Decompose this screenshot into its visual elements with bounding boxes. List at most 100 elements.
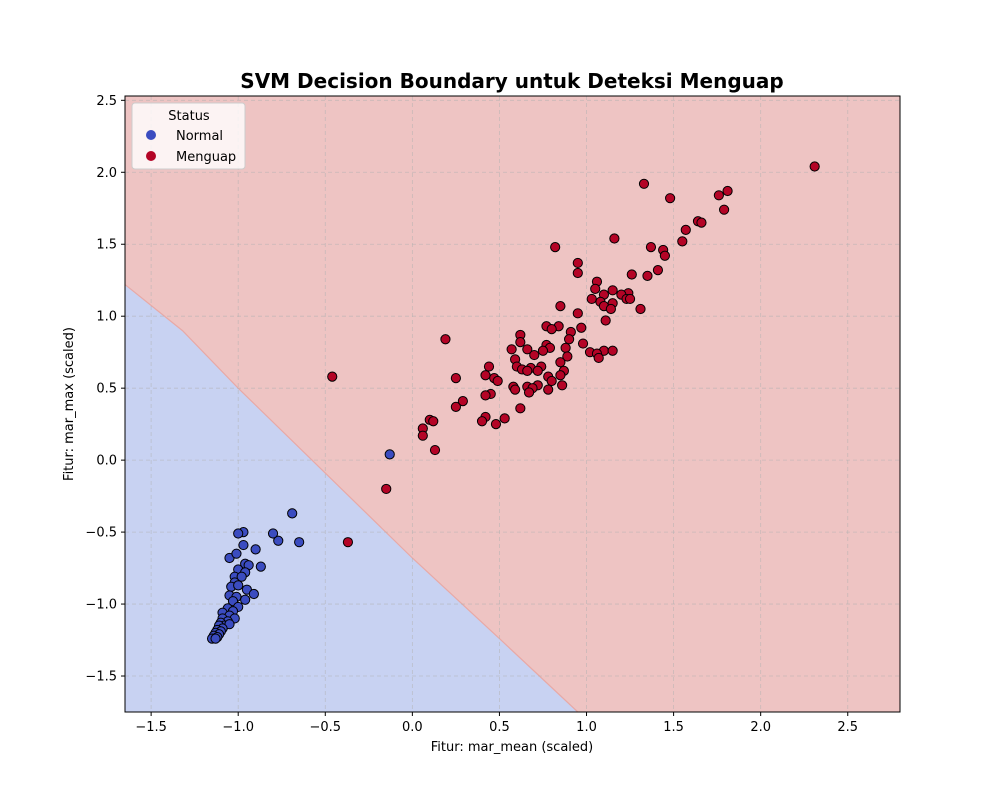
point-menguap — [476, 416, 488, 427]
point-menguap — [713, 190, 724, 201]
point-normal — [236, 571, 247, 582]
point-menguap — [532, 365, 543, 376]
point-menguap — [560, 342, 571, 353]
point-menguap — [480, 390, 491, 401]
point-menguap — [576, 322, 587, 333]
point-menguap — [428, 416, 439, 427]
point-menguap — [546, 375, 557, 387]
point-menguap — [572, 267, 583, 279]
y-tick-label: 1.5 — [96, 238, 117, 253]
x-axis: −1.5 −1.0 −0.5 0.0 0.5 1.0 1.5 2.0 2.5 — [135, 712, 858, 735]
point-normal — [233, 528, 244, 539]
point-menguap — [624, 293, 636, 305]
legend-marker-normal — [146, 130, 156, 140]
point-menguap — [429, 444, 441, 456]
point-menguap — [659, 250, 670, 261]
point-menguap — [342, 537, 354, 548]
point-normal — [273, 535, 284, 546]
point-menguap — [593, 352, 604, 364]
point-menguap — [607, 345, 618, 356]
point-menguap — [523, 387, 535, 398]
point-menguap — [492, 375, 503, 387]
point-menguap — [665, 193, 676, 204]
point-normal — [210, 633, 221, 644]
x-tick-label: 1.0 — [576, 720, 597, 735]
point-menguap — [417, 430, 428, 441]
point-menguap — [680, 224, 691, 235]
point-menguap — [564, 334, 575, 345]
point-menguap — [457, 396, 468, 407]
point-menguap — [677, 236, 688, 247]
y-tick-label: 2.5 — [96, 94, 117, 109]
point-menguap — [809, 161, 820, 172]
point-menguap — [522, 344, 533, 355]
x-tick-label: −0.5 — [309, 720, 341, 735]
y-axis: −1.5 −1.0 −0.5 0.0 0.5 1.0 1.5 2.0 2.5 — [85, 94, 125, 685]
x-tick-label: 0.5 — [489, 720, 510, 735]
legend-marker-menguap — [146, 151, 156, 161]
decision-regions — [125, 96, 900, 712]
point-menguap — [381, 483, 392, 495]
y-tick-label: 0.5 — [96, 382, 117, 397]
legend-label-normal: Normal — [176, 129, 223, 144]
point-menguap — [515, 403, 526, 414]
x-axis-label: Fitur: mar_mean (scaled) — [431, 740, 593, 755]
x-tick-label: −1.5 — [135, 720, 167, 735]
legend-label-menguap: Menguap — [176, 150, 236, 165]
point-menguap — [555, 301, 566, 312]
x-tick-label: 0.0 — [402, 720, 423, 735]
x-tick-label: 2.0 — [750, 720, 771, 735]
point-normal — [233, 580, 244, 591]
point-menguap — [499, 413, 510, 424]
point-menguap — [506, 344, 517, 355]
point-normal — [255, 561, 266, 572]
point-menguap — [605, 303, 616, 315]
point-normal — [287, 508, 298, 519]
y-tick-label: 1.0 — [96, 310, 117, 325]
y-tick-label: 2.0 — [96, 166, 117, 181]
point-normal — [267, 528, 279, 539]
point-menguap — [645, 242, 657, 253]
point-menguap — [480, 370, 491, 381]
point-menguap — [600, 315, 611, 326]
point-normal — [294, 537, 305, 548]
point-menguap — [562, 351, 573, 362]
point-menguap — [537, 345, 549, 356]
point-menguap — [696, 217, 707, 228]
point-menguap — [722, 185, 733, 197]
point-menguap — [555, 370, 566, 381]
point-menguap — [652, 265, 664, 276]
point-menguap — [719, 204, 730, 215]
chart-title: SVM Decision Boundary untuk Deteksi Meng… — [240, 69, 783, 93]
scatter-points — [206, 161, 820, 644]
point-menguap — [450, 401, 461, 412]
legend-title: Status — [168, 109, 210, 124]
point-normal — [248, 588, 259, 600]
point-menguap — [555, 357, 566, 368]
point-menguap — [522, 365, 533, 376]
legend-box — [131, 102, 246, 170]
point-menguap — [607, 285, 618, 296]
point-normal — [231, 548, 242, 559]
point-menguap — [638, 178, 650, 189]
point-menguap — [626, 269, 637, 280]
point-menguap — [586, 293, 597, 305]
point-menguap — [490, 419, 502, 430]
y-tick-label: −0.5 — [85, 526, 117, 541]
point-normal — [384, 449, 395, 460]
point-menguap — [590, 283, 601, 294]
point-menguap — [642, 270, 653, 282]
point-menguap — [557, 380, 568, 391]
point-menguap — [546, 324, 557, 335]
y-tick-label: −1.0 — [85, 598, 117, 613]
plot-frame — [124, 95, 901, 713]
y-axis-label: Fitur: mar_max (scaled) — [62, 327, 77, 481]
point-menguap — [529, 349, 540, 361]
point-menguap — [515, 337, 526, 348]
point-menguap — [543, 384, 554, 395]
point-menguap — [577, 338, 589, 349]
grid-lines — [125, 96, 900, 712]
point-normal — [238, 539, 249, 551]
point-menguap — [450, 372, 461, 384]
